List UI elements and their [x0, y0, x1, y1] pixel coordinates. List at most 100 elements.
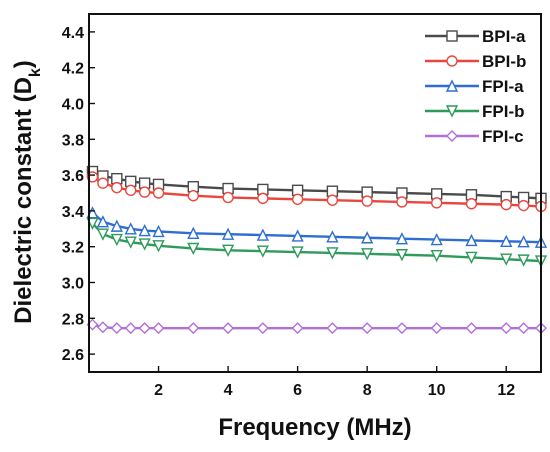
data-point-FPI-a — [465, 233, 478, 247]
legend-swatch-marker — [445, 105, 459, 118]
data-point-BPI-b — [500, 198, 512, 211]
data-point-FPI-b — [465, 251, 478, 265]
data-point-BPI-b — [465, 198, 478, 210]
series-BPI-b — [86, 171, 547, 213]
data-point-FPI-b — [291, 246, 304, 259]
y-tick-label: 2.6 — [62, 347, 84, 364]
data-point-FPI-c — [326, 322, 339, 335]
data-point-FPI-a — [256, 228, 269, 241]
legend-swatch-marker — [445, 79, 459, 92]
data-point-FPI-b — [221, 244, 235, 257]
data-point-BPI-b — [222, 191, 234, 204]
data-point-FPI-c — [517, 322, 530, 335]
data-point-FPI-c — [187, 322, 200, 335]
y-tick-label: 4.4 — [62, 25, 84, 42]
y-axis-title-close: ) — [10, 60, 37, 68]
data-point-FPI-b — [361, 248, 374, 261]
data-point-FPI-a — [430, 232, 443, 246]
x-tick-label: 10 — [428, 382, 446, 399]
data-point-FPI-a — [291, 229, 304, 242]
axes-layer: 2 4 6 8 10 12 2.6 2.8 3.0 3.2 3.4 3.6 3.8 4.0 4.2 4.4 — [62, 13, 542, 399]
data-point-FPI-b — [517, 254, 530, 267]
data-point-FPI-c — [96, 321, 109, 334]
legend-item-BPI-a: BPI-a — [425, 27, 526, 46]
data-point-FPI-a — [326, 230, 339, 243]
data-point-FPI-a — [110, 219, 123, 232]
data-point-BPI-b — [517, 199, 530, 212]
data-point-FPI-b — [500, 253, 513, 266]
legend-label: BPI-b — [482, 52, 526, 71]
legend-label: FPI-c — [482, 127, 524, 146]
legend-item-FPI-c: FPI-c — [425, 127, 524, 146]
data-point-BPI-b — [361, 195, 373, 207]
data-point-FPI-b — [187, 242, 200, 256]
y-tick-label: 4.2 — [62, 61, 84, 78]
data-point-FPI-c — [152, 322, 165, 335]
data-point-BPI-b — [257, 192, 269, 205]
legend-swatch-marker — [446, 55, 458, 67]
data-point-BPI-b — [326, 194, 339, 206]
data-point-BPI-b — [97, 177, 109, 189]
x-tick-label: 4 — [224, 382, 233, 399]
data-point-FPI-b — [395, 249, 409, 262]
data-point-FPI-a — [96, 215, 110, 228]
data-point-BPI-b — [152, 187, 165, 199]
data-point-BPI-b — [111, 181, 123, 194]
x-axis-title: Frequency (MHz) — [218, 414, 411, 441]
y-axis-title-subscript: k — [27, 68, 44, 77]
x-tick-label: 2 — [154, 382, 163, 399]
x-tick-label: 12 — [497, 382, 515, 399]
data-point-FPI-b — [430, 249, 443, 263]
legend-swatch-marker — [446, 30, 458, 42]
data-point-BPI-b — [291, 193, 304, 205]
data-point-FPI-b — [124, 236, 137, 249]
data-point-FPI-b — [256, 245, 269, 258]
legend-label: BPI-a — [482, 27, 526, 46]
y-tick-label: 3.4 — [62, 204, 84, 221]
plot-frame — [88, 13, 542, 373]
data-point-FPI-a — [152, 224, 165, 238]
data-point-FPI-c — [361, 322, 374, 335]
data-point-FPI-a — [187, 226, 200, 239]
data-point-FPI-c — [124, 322, 137, 335]
data-point-FPI-a — [221, 227, 235, 240]
data-point-FPI-b — [326, 247, 339, 260]
y-tick-label: 3.0 — [62, 276, 84, 293]
data-point-FPI-a — [361, 231, 374, 244]
data-point-FPI-b — [138, 238, 151, 251]
data-point-BPI-b — [125, 184, 137, 197]
legend-swatch-marker — [446, 130, 458, 142]
data-point-BPI-b — [187, 189, 200, 202]
legend: BPI-a BPI-b FPI-a FPI-b FPI-c — [425, 27, 526, 146]
y-axis-title: Dielectric constant (Dk) — [10, 60, 44, 324]
data-point-FPI-c — [500, 322, 513, 335]
data-point-FPI-c — [110, 322, 123, 335]
legend-item-FPI-b: FPI-b — [425, 102, 525, 121]
data-point-FPI-a — [395, 232, 409, 245]
y-tick-label: 3.6 — [62, 168, 84, 185]
y-tick-label: 3.2 — [62, 240, 84, 257]
x-tick-label: 6 — [293, 382, 302, 399]
legend-item-BPI-b: BPI-b — [425, 52, 526, 71]
data-point-BPI-b — [430, 197, 443, 209]
data-point-FPI-b — [152, 240, 165, 253]
data-point-FPI-b — [110, 233, 123, 247]
data-point-FPI-a — [517, 235, 530, 248]
series-FPI-b — [86, 217, 548, 268]
legend-item-FPI-a: FPI-a — [425, 77, 524, 96]
data-point-FPI-c — [291, 322, 304, 335]
data-point-FPI-c — [138, 322, 151, 335]
x-tick-label: 8 — [363, 382, 372, 399]
legend-label: FPI-b — [482, 102, 525, 121]
y-axis-title-main: Dielectric constant (D — [10, 77, 37, 324]
data-point-FPI-c — [256, 322, 269, 335]
legend-label: FPI-a — [482, 77, 524, 96]
y-tick-label: 2.8 — [62, 311, 84, 328]
data-point-FPI-c — [222, 322, 235, 335]
series-group — [86, 165, 548, 335]
data-point-BPI-b — [138, 186, 151, 198]
data-point-FPI-b — [96, 228, 110, 241]
data-point-FPI-a — [500, 234, 513, 248]
